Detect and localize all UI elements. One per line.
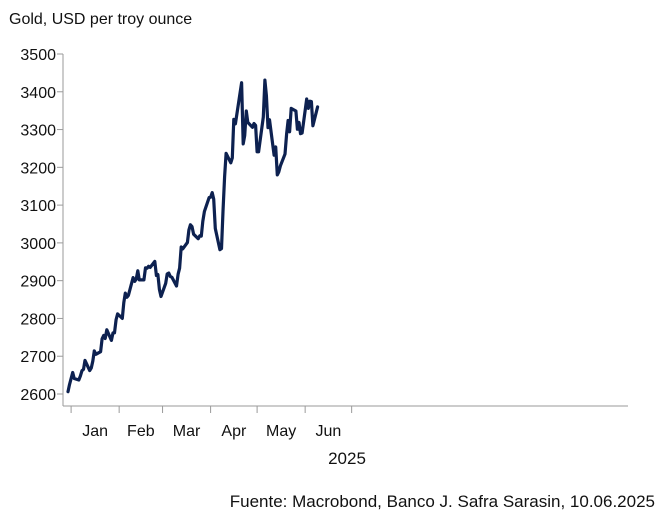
- y-tick-label: 3100: [20, 198, 56, 215]
- gold-price-line: [66, 78, 320, 394]
- series-layer: [66, 78, 320, 394]
- x-tick-label: Feb: [127, 423, 155, 440]
- x-tick-label: Jan: [82, 423, 108, 440]
- y-tick-label: 3000: [20, 236, 56, 253]
- x-tick-label: May: [266, 423, 296, 440]
- y-tick-label: 3200: [20, 160, 56, 177]
- chart-title: Gold, USD per troy ounce: [9, 11, 192, 28]
- y-tick-label: 2700: [20, 349, 56, 366]
- y-tick-label: 2900: [20, 274, 56, 291]
- x-tick-label: Mar: [173, 423, 201, 440]
- y-tick-label: 3300: [20, 123, 56, 140]
- y-tick-label: 3500: [20, 47, 56, 64]
- x-tick-label: Apr: [221, 423, 247, 440]
- y-tick-label: 2600: [20, 387, 56, 404]
- x-axis-label: 2025: [328, 449, 366, 468]
- source-note: Fuente: Macrobond, Banco J. Safra Sarasi…: [230, 492, 655, 511]
- y-tick-label: 3400: [20, 85, 56, 102]
- x-tick-label: Jun: [316, 423, 342, 440]
- x-axis-ticks: Jan Feb Mar Apr May Jun: [70, 406, 353, 440]
- y-tick-label: 2800: [20, 311, 56, 328]
- y-axis-ticks: 2600 2700 2800 2900 3000 3100 3200 3300 3400 3500: [20, 47, 63, 404]
